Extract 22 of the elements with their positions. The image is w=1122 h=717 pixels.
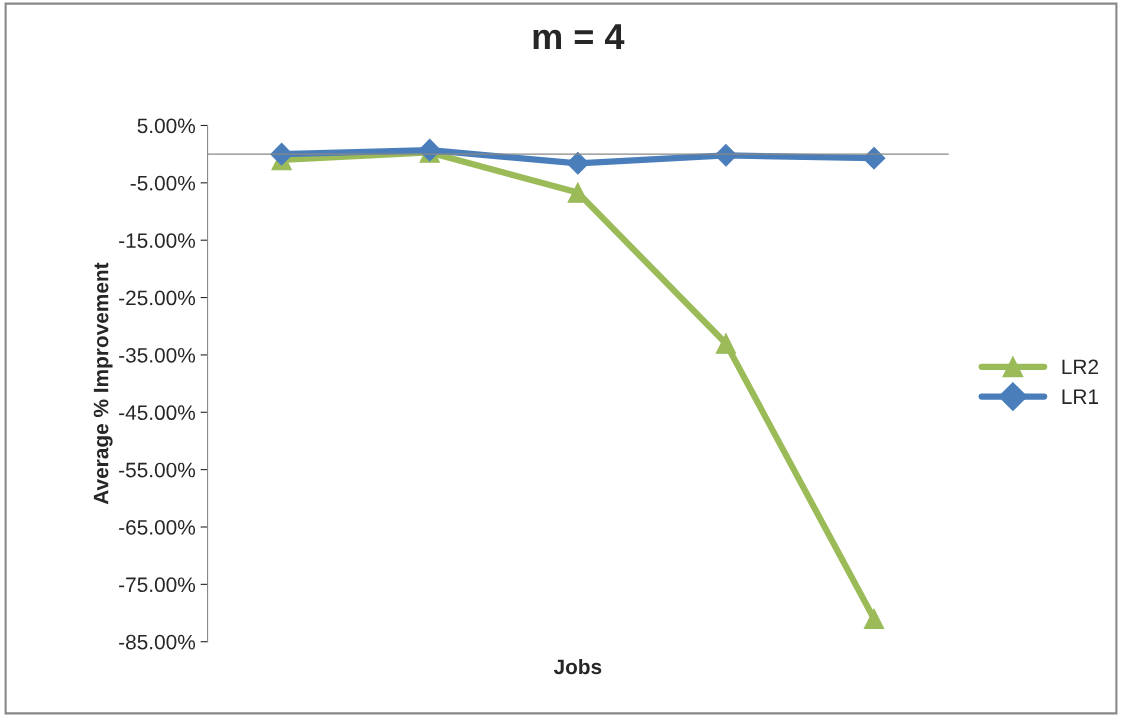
y-tick-label: -75.00% xyxy=(119,577,196,593)
y-tick-label: -25.00% xyxy=(119,290,196,306)
point xyxy=(863,608,885,630)
point xyxy=(270,142,293,166)
y-tick-label: -45.00% xyxy=(119,405,196,421)
chart-title: m = 4 xyxy=(533,24,625,50)
x-axis-title: Jobs xyxy=(553,658,602,675)
y-tick-label: -5.00% xyxy=(130,175,196,191)
y-tick-label: -55.00% xyxy=(119,462,196,478)
legend-label: LR2 xyxy=(1062,359,1098,375)
y-tick-label: -65.00% xyxy=(119,520,196,535)
point xyxy=(715,333,737,354)
point xyxy=(862,146,886,170)
point xyxy=(566,152,590,175)
y-tick-label: -35.00% xyxy=(119,347,196,363)
point xyxy=(714,143,738,167)
legend-label: LR1 xyxy=(1062,389,1099,404)
y-axis-title: Average % Improvement xyxy=(93,262,113,505)
y-tick-label: -85.00% xyxy=(119,634,196,650)
point xyxy=(567,182,589,203)
y-tick-label: 5.00% xyxy=(137,118,196,134)
y-tick-label: -15.00% xyxy=(119,233,196,248)
